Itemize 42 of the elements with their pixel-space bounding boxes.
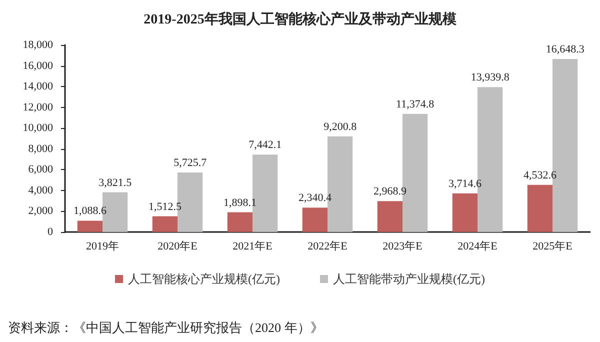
y-tick-label: 0 <box>48 226 54 238</box>
x-tick-label: 2022年E <box>308 240 348 252</box>
data-label: 1,088.6 <box>73 205 107 218</box>
data-label: 7,442.1 <box>248 139 282 152</box>
data-label: 2,968.9 <box>373 186 407 198</box>
data-label: 13,939.8 <box>470 72 510 84</box>
legend-label: 人工智能带动产业规模(亿元) <box>333 272 485 286</box>
y-tick-label: 6,000 <box>28 164 54 176</box>
y-tick-label: 8,000 <box>28 142 54 155</box>
y-tick-label: 16,000 <box>22 60 54 72</box>
data-label: 5,725.7 <box>174 157 208 170</box>
data-label: 9,200.8 <box>324 120 358 133</box>
x-tick-label: 2024年E <box>458 240 498 252</box>
data-label: 1,512.5 <box>148 200 182 213</box>
y-tick-label: 10,000 <box>22 122 54 134</box>
bar <box>77 220 102 232</box>
legend-label: 人工智能核心产业规模(亿元) <box>128 272 280 286</box>
y-tick-label: 12,000 <box>22 101 54 114</box>
y-tick-label: 2,000 <box>28 205 54 218</box>
data-label: 1,898.1 <box>223 196 256 209</box>
x-tick-label: 2023年E <box>382 240 423 252</box>
bar <box>152 216 178 232</box>
data-label: 3,821.5 <box>98 176 132 189</box>
text: 资料来源：《中国人工智能产业研究报告（2020 年）》 <box>8 320 324 335</box>
bar <box>527 184 552 232</box>
y-tick-label: 18,000 <box>22 39 54 51</box>
bar <box>452 193 478 232</box>
data-label: 4,532.6 <box>523 169 557 182</box>
bar <box>302 208 328 232</box>
x-tick-label: 2021年E <box>232 240 273 252</box>
data-label: 16,648.3 <box>546 44 585 56</box>
chart-title: 2019-2025年我国人工智能核心产业及带动产业规模 <box>144 10 458 28</box>
y-tick-label: 14,000 <box>22 80 54 93</box>
bar <box>227 212 252 232</box>
data-label: 2,340.4 <box>298 192 332 204</box>
data-label: 11,374.8 <box>396 98 435 110</box>
y-tick-label: 4,000 <box>28 184 54 196</box>
x-tick-label: 2019年 <box>86 240 119 252</box>
x-tick-label: 2020年E <box>158 240 198 252</box>
bar <box>377 201 402 232</box>
x-tick-label: 2025年E <box>532 240 573 252</box>
data-label: 3,714.6 <box>448 178 482 190</box>
